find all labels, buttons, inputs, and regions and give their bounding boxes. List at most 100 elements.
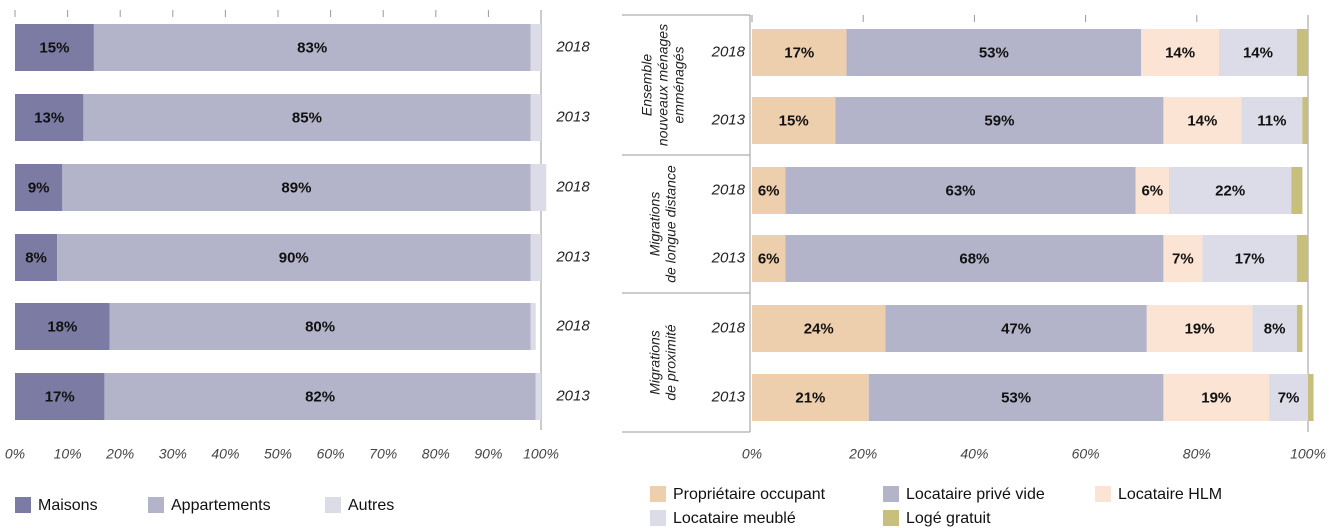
x-tick-label: 10% (54, 446, 82, 462)
bar-segment (1296, 305, 1303, 352)
legend-swatch (883, 486, 899, 502)
bar-segment (1219, 29, 1297, 76)
bar-segment (15, 164, 63, 211)
legend-label: Maisons (38, 497, 98, 514)
year-label: 2018 (555, 38, 590, 55)
bar-segment (83, 94, 531, 141)
bar-segment (93, 24, 531, 71)
bar-segment (1163, 374, 1270, 421)
bar-segment (1169, 167, 1292, 214)
value-label: 13% (34, 109, 64, 126)
value-label: 89% (281, 179, 311, 196)
year-label: 2013 (711, 111, 746, 128)
group-label: Migrations (647, 192, 663, 257)
legend-swatch (650, 486, 666, 502)
group-label: de proximité (663, 324, 679, 400)
legend-swatch (1095, 486, 1111, 502)
group-label: de longue distance (663, 165, 679, 283)
bar-segment (1163, 97, 1242, 144)
legend-label: Locataire HLM (1118, 486, 1222, 503)
value-label: 11% (1257, 112, 1286, 129)
value-label: 14% (1243, 44, 1273, 61)
value-label: 80% (305, 318, 335, 335)
bar-segment (885, 305, 1147, 352)
bar-segment (57, 234, 531, 281)
bar-segment (752, 167, 786, 214)
bar-segment (1296, 235, 1308, 282)
x-tick-label: 100% (1290, 446, 1326, 462)
x-tick-label: 80% (1183, 446, 1211, 462)
bar-segment (1146, 305, 1253, 352)
value-label: 14% (1187, 112, 1217, 129)
bar-segment (530, 94, 541, 141)
value-label: 9% (28, 179, 50, 196)
bar-segment (104, 373, 536, 420)
value-label: 85% (292, 109, 322, 126)
value-label: 17% (1235, 250, 1265, 267)
value-label: 19% (1185, 320, 1215, 337)
legend-swatch (883, 510, 899, 526)
legend-swatch (325, 497, 341, 513)
bar-segment (1302, 97, 1308, 144)
bar-segment (1269, 374, 1308, 421)
bar-segment (752, 29, 847, 76)
year-label: 2018 (711, 319, 746, 336)
bar-segment (1296, 29, 1308, 76)
year-label: 2013 (555, 248, 590, 265)
x-tick-label: 60% (1072, 446, 1100, 462)
year-label: 2013 (555, 387, 590, 404)
legend-label: Locataire meublé (673, 510, 796, 527)
bar-segment (752, 97, 836, 144)
value-label: 7% (1278, 389, 1300, 406)
value-label: 6% (758, 182, 780, 199)
x-tick-label: 90% (474, 446, 502, 462)
bar-segment (785, 167, 1136, 214)
legend-label: Appartements (171, 497, 271, 514)
value-label: 90% (279, 249, 309, 266)
year-label: 2013 (711, 249, 746, 266)
value-label: 8% (1264, 320, 1286, 337)
value-label: 24% (804, 320, 834, 337)
bar-segment (752, 374, 869, 421)
legend-swatch (148, 497, 164, 513)
year-label: 2013 (711, 388, 746, 405)
bar-segment (1291, 167, 1303, 214)
value-label: 47% (1001, 320, 1031, 337)
value-label: 19% (1201, 389, 1231, 406)
bar-segment (835, 97, 1164, 144)
value-label: 15% (779, 112, 809, 129)
x-tick-label: 40% (960, 446, 988, 462)
legend-label: Autres (348, 497, 394, 514)
group-label: emménagés (671, 46, 687, 123)
bar-segment (15, 234, 58, 281)
year-label: 2018 (711, 43, 746, 60)
bar-segment (530, 234, 541, 281)
value-label: 8% (25, 249, 47, 266)
bar-segment (15, 303, 110, 350)
bar-segment (530, 303, 536, 350)
bar-segment (785, 235, 1164, 282)
year-label: 2018 (711, 181, 746, 198)
group-label: Ensemble (639, 54, 655, 116)
bar-segment (846, 29, 1142, 76)
bar-segment (1163, 235, 1203, 282)
group-label: Migrations (647, 330, 663, 395)
bar-segment (752, 305, 886, 352)
bar-segment (15, 94, 84, 141)
value-label: 53% (1001, 389, 1031, 406)
x-tick-label: 50% (264, 446, 292, 462)
value-label: 17% (45, 388, 75, 405)
value-label: 83% (297, 39, 327, 56)
value-label: 68% (959, 250, 989, 267)
bar-segment (15, 24, 94, 71)
value-label: 63% (945, 182, 975, 199)
bar-segment (62, 164, 531, 211)
x-tick-label: 40% (211, 446, 239, 462)
value-label: 6% (1141, 182, 1163, 199)
legend-label: Logé gratuit (906, 510, 991, 527)
value-label: 53% (979, 44, 1009, 61)
value-label: 18% (47, 318, 77, 335)
value-label: 15% (39, 39, 69, 56)
bar-segment (1141, 29, 1220, 76)
